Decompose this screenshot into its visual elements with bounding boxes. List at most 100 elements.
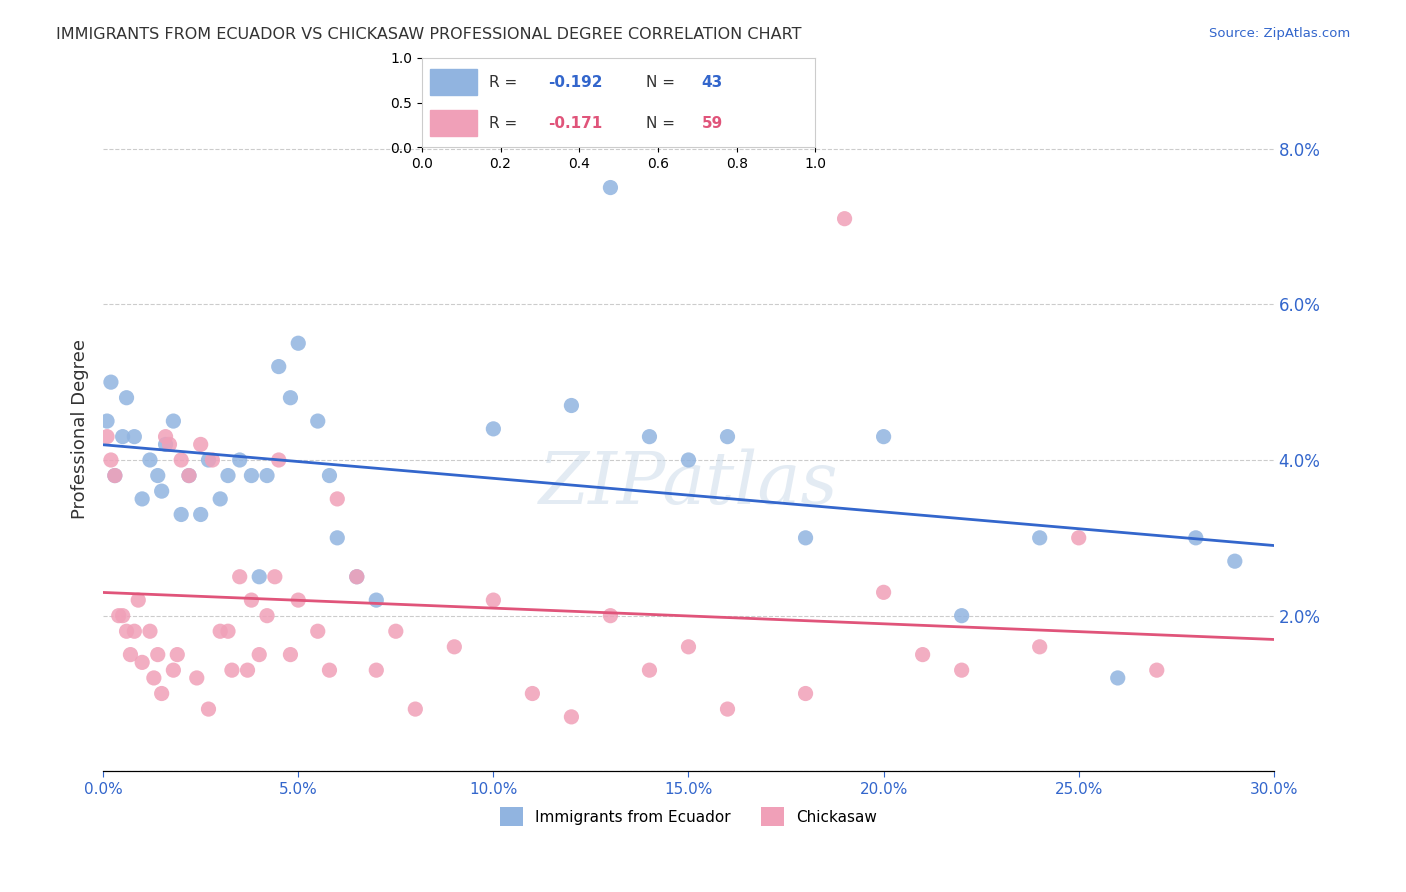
Immigrants from Ecuador bbox=[280, 391, 302, 405]
Immigrants from Ecuador bbox=[209, 491, 232, 506]
Chickasaw bbox=[307, 624, 329, 639]
Immigrants from Ecuador bbox=[794, 531, 817, 545]
Text: 43: 43 bbox=[702, 75, 723, 89]
Chickasaw bbox=[100, 453, 122, 467]
Chickasaw bbox=[1146, 663, 1168, 677]
Chickasaw bbox=[263, 570, 285, 584]
Chickasaw bbox=[155, 430, 177, 444]
Immigrants from Ecuador bbox=[111, 430, 134, 444]
Chickasaw bbox=[872, 585, 894, 599]
Chickasaw bbox=[267, 453, 290, 467]
Immigrants from Ecuador bbox=[104, 468, 127, 483]
Text: -0.171: -0.171 bbox=[548, 116, 602, 130]
Chickasaw bbox=[228, 570, 250, 584]
Chickasaw bbox=[280, 648, 302, 662]
Chickasaw bbox=[124, 624, 146, 639]
Chickasaw bbox=[177, 468, 200, 483]
Immigrants from Ecuador bbox=[240, 468, 263, 483]
Text: N =: N = bbox=[647, 75, 681, 89]
Chickasaw bbox=[201, 453, 224, 467]
Text: R =: R = bbox=[489, 116, 522, 130]
Immigrants from Ecuador bbox=[1223, 554, 1246, 568]
Chickasaw bbox=[115, 624, 138, 639]
Text: IMMIGRANTS FROM ECUADOR VS CHICKASAW PROFESSIONAL DEGREE CORRELATION CHART: IMMIGRANTS FROM ECUADOR VS CHICKASAW PRO… bbox=[56, 27, 801, 42]
Immigrants from Ecuador bbox=[197, 453, 219, 467]
Chickasaw bbox=[221, 663, 243, 677]
Immigrants from Ecuador bbox=[560, 399, 582, 413]
Chickasaw bbox=[443, 640, 465, 654]
Immigrants from Ecuador bbox=[146, 468, 169, 483]
Chickasaw bbox=[139, 624, 162, 639]
Chickasaw bbox=[107, 608, 129, 623]
Immigrants from Ecuador bbox=[950, 608, 973, 623]
Immigrants from Ecuador bbox=[482, 422, 505, 436]
Immigrants from Ecuador bbox=[267, 359, 290, 374]
Chickasaw bbox=[131, 656, 153, 670]
Chickasaw bbox=[197, 702, 219, 716]
Chickasaw bbox=[217, 624, 239, 639]
Immigrants from Ecuador bbox=[131, 491, 153, 506]
Chickasaw bbox=[404, 702, 426, 716]
Immigrants from Ecuador bbox=[124, 430, 146, 444]
Immigrants from Ecuador bbox=[716, 430, 738, 444]
Immigrants from Ecuador bbox=[1107, 671, 1129, 685]
Chickasaw bbox=[127, 593, 149, 607]
Chickasaw bbox=[120, 648, 142, 662]
Chickasaw bbox=[186, 671, 208, 685]
Chickasaw bbox=[678, 640, 700, 654]
Text: Source: ZipAtlas.com: Source: ZipAtlas.com bbox=[1209, 27, 1350, 40]
Immigrants from Ecuador bbox=[150, 484, 173, 499]
Chickasaw bbox=[326, 491, 349, 506]
Bar bbox=[430, 110, 477, 136]
Immigrants from Ecuador bbox=[318, 468, 340, 483]
Immigrants from Ecuador bbox=[177, 468, 200, 483]
Chickasaw bbox=[318, 663, 340, 677]
Immigrants from Ecuador bbox=[1028, 531, 1050, 545]
Chickasaw bbox=[716, 702, 738, 716]
Chickasaw bbox=[170, 453, 193, 467]
Chickasaw bbox=[240, 593, 263, 607]
Immigrants from Ecuador bbox=[256, 468, 278, 483]
Chickasaw bbox=[146, 648, 169, 662]
Chickasaw bbox=[522, 686, 544, 700]
Text: ZIPatlas: ZIPatlas bbox=[538, 449, 838, 519]
Chickasaw bbox=[96, 430, 118, 444]
Text: R =: R = bbox=[489, 75, 522, 89]
Immigrants from Ecuador bbox=[326, 531, 349, 545]
Chickasaw bbox=[166, 648, 188, 662]
Chickasaw bbox=[638, 663, 661, 677]
Chickasaw bbox=[385, 624, 408, 639]
Chickasaw bbox=[256, 608, 278, 623]
Chickasaw bbox=[150, 686, 173, 700]
Immigrants from Ecuador bbox=[638, 430, 661, 444]
Text: -0.192: -0.192 bbox=[548, 75, 602, 89]
Immigrants from Ecuador bbox=[96, 414, 118, 428]
Chickasaw bbox=[209, 624, 232, 639]
Chickasaw bbox=[111, 608, 134, 623]
Immigrants from Ecuador bbox=[287, 336, 309, 351]
Y-axis label: Professional Degree: Professional Degree bbox=[72, 339, 89, 519]
Immigrants from Ecuador bbox=[115, 391, 138, 405]
Immigrants from Ecuador bbox=[170, 508, 193, 522]
Chickasaw bbox=[1028, 640, 1050, 654]
Immigrants from Ecuador bbox=[139, 453, 162, 467]
Chickasaw bbox=[1067, 531, 1090, 545]
Bar bbox=[430, 69, 477, 95]
Immigrants from Ecuador bbox=[190, 508, 212, 522]
Immigrants from Ecuador bbox=[872, 430, 894, 444]
Chickasaw bbox=[834, 211, 856, 226]
Chickasaw bbox=[287, 593, 309, 607]
Chickasaw bbox=[599, 608, 621, 623]
Chickasaw bbox=[482, 593, 505, 607]
Immigrants from Ecuador bbox=[217, 468, 239, 483]
Chickasaw bbox=[159, 437, 181, 451]
Immigrants from Ecuador bbox=[346, 570, 368, 584]
Immigrants from Ecuador bbox=[307, 414, 329, 428]
Immigrants from Ecuador bbox=[599, 180, 621, 194]
Chickasaw bbox=[346, 570, 368, 584]
Text: 59: 59 bbox=[702, 116, 723, 130]
Chickasaw bbox=[236, 663, 259, 677]
Chickasaw bbox=[794, 686, 817, 700]
Text: N =: N = bbox=[647, 116, 681, 130]
Chickasaw bbox=[190, 437, 212, 451]
